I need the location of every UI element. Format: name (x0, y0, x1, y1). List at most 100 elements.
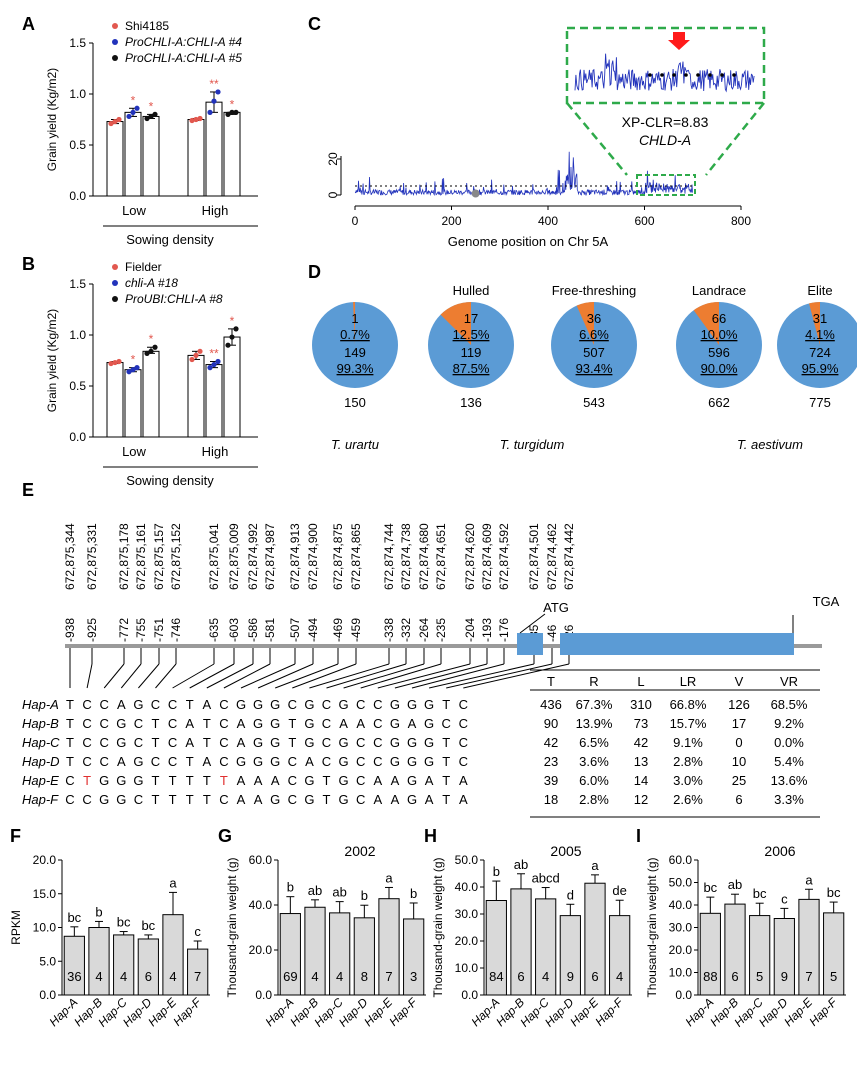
data-point (207, 365, 213, 371)
allele: C (82, 792, 91, 807)
allele: G (236, 697, 246, 712)
y-axis-label: Thousand-grain weight (g) (645, 857, 659, 997)
red-arrow-icon (668, 32, 690, 50)
allele: T (152, 716, 160, 731)
allele: A (254, 792, 263, 807)
snp-connector (463, 663, 570, 689)
data-point (126, 113, 132, 120)
inset-point (648, 73, 652, 77)
sample-count: 7 (194, 969, 201, 984)
allele: G (339, 754, 349, 769)
table-cell: 13.9% (576, 716, 613, 731)
allele: A (373, 773, 382, 788)
allele: T (152, 773, 160, 788)
allele: C (288, 773, 297, 788)
allele: C (356, 735, 365, 750)
zoom-region (636, 174, 696, 196)
snp-offset: -603 (227, 618, 241, 642)
y-tick-label: 10.0 (33, 921, 57, 935)
sample-count: 9 (567, 969, 574, 984)
pie-minor-count: 17 (464, 311, 478, 326)
significance-letter: b (95, 904, 102, 919)
snp-offset: -772 (117, 618, 131, 642)
snp-connector (172, 663, 215, 689)
allele: G (133, 697, 143, 712)
allele: C (82, 754, 91, 769)
table-cell: 0 (735, 735, 742, 750)
allele: T (203, 735, 211, 750)
allele: C (356, 773, 365, 788)
significance-letter: ab (332, 885, 346, 900)
significance-letter: b (410, 886, 417, 901)
allele: G (339, 697, 349, 712)
snp-position: 672,875,041 (207, 523, 221, 590)
snp-connector (103, 663, 125, 689)
allele: G (270, 735, 280, 750)
data-point (189, 356, 195, 363)
significance-letter: bc (753, 886, 767, 901)
allele: G (133, 754, 143, 769)
group-label: High (202, 444, 229, 459)
atg-label: ATG (543, 600, 569, 615)
allele: T (442, 792, 450, 807)
data-point (126, 369, 132, 375)
allele: T (169, 792, 177, 807)
allele: G (390, 716, 400, 731)
sample-count: 4 (95, 969, 102, 984)
allele: A (237, 735, 246, 750)
snp-position: 672,875,152 (169, 523, 183, 590)
pie-minor-count: 36 (587, 311, 601, 326)
allele: T (442, 754, 450, 769)
table-header: V (735, 674, 744, 689)
sample-count: 4 (169, 969, 176, 984)
snp-position: 672,874,620 (463, 523, 477, 590)
sample-count: 4 (542, 969, 549, 984)
chart-title: 2006 (764, 843, 795, 859)
allele: T (186, 754, 194, 769)
allele: A (117, 754, 126, 769)
inset-point (672, 73, 676, 77)
significance-letter: bc (117, 915, 131, 930)
data-point (148, 113, 154, 120)
allele: A (356, 716, 365, 731)
panel-label-I: I (636, 826, 641, 846)
inset-point (732, 73, 736, 77)
zoom-line (705, 102, 765, 176)
snp-connector (206, 663, 254, 689)
table-cell: 10 (732, 754, 746, 769)
table-cell: 6 (735, 792, 742, 807)
category-label: Hap-F (386, 995, 420, 1029)
data-point (134, 365, 140, 371)
table-header: T (547, 674, 555, 689)
y-tick-label: 40.0 (455, 880, 479, 894)
data-point (116, 358, 122, 365)
significance-mark: * (230, 97, 235, 111)
snp-position: 672,874,680 (417, 523, 431, 590)
x-tick-label: 600 (634, 214, 654, 228)
snp-offset: -264 (417, 618, 431, 642)
category-label: Hap-F (170, 995, 204, 1029)
significance-letter: b (287, 880, 294, 895)
bar (63, 935, 85, 996)
allele: C (356, 792, 365, 807)
bar (137, 938, 159, 996)
allele: G (116, 792, 126, 807)
allele: G (116, 773, 126, 788)
pie-minor-slice (353, 301, 355, 345)
snp-position: 672,874,442 (562, 523, 576, 590)
allele: G (424, 735, 434, 750)
allele: T (66, 716, 74, 731)
pie-group-label: Free-threshing (552, 283, 637, 298)
table-cell: 310 (630, 697, 652, 712)
species-label: T. turgidum (500, 437, 565, 452)
group-title: Sowing density (126, 473, 214, 488)
chart-title: 2002 (344, 843, 375, 859)
haplotype-name: Hap-B (22, 716, 59, 731)
haplotype-name: Hap-C (22, 735, 60, 750)
allele: G (304, 792, 314, 807)
data-point (233, 326, 239, 332)
table-cell: 2.6% (673, 792, 703, 807)
inset-point (720, 73, 724, 77)
sample-count: 6 (731, 969, 738, 984)
allele: C (219, 792, 228, 807)
